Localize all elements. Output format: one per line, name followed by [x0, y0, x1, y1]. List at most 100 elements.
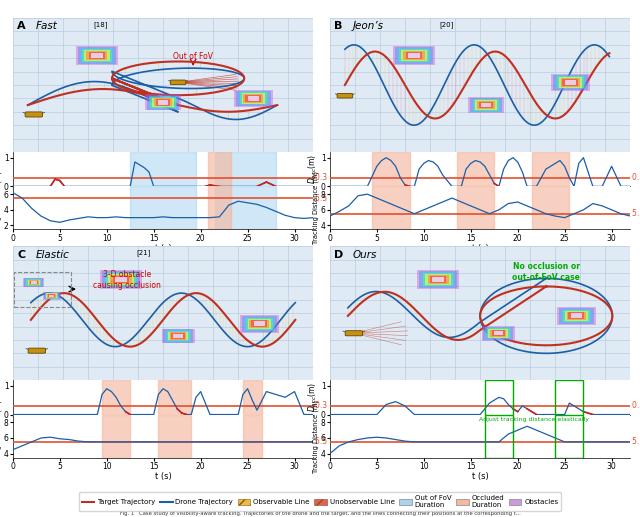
Bar — [252, 321, 267, 327]
Bar — [421, 272, 455, 287]
Bar — [254, 322, 265, 326]
Bar — [479, 102, 493, 108]
Bar — [557, 307, 596, 325]
Bar — [145, 95, 181, 111]
Bar — [408, 53, 420, 58]
Bar — [102, 415, 130, 458]
FancyBboxPatch shape — [170, 80, 186, 85]
Bar — [564, 311, 588, 321]
Text: Ours: Ours — [353, 250, 377, 260]
FancyBboxPatch shape — [25, 112, 42, 117]
Y-axis label: Tracking Distance (m): Tracking Distance (m) — [0, 171, 3, 245]
Bar — [477, 101, 495, 109]
Bar — [152, 98, 174, 107]
Bar — [393, 46, 435, 65]
Bar — [168, 331, 188, 340]
Bar — [419, 271, 457, 288]
Text: [18]: [18] — [93, 21, 108, 28]
Text: 3-D obstacle
causing occlusion: 3-D obstacle causing occlusion — [93, 270, 161, 290]
Bar — [43, 292, 61, 300]
Y-axis label: Tracking Distance (m): Tracking Distance (m) — [313, 400, 319, 473]
FancyBboxPatch shape — [28, 348, 45, 353]
Text: Adjust tracking distance elastically: Adjust tracking distance elastically — [479, 417, 589, 422]
Bar — [492, 330, 505, 336]
Bar — [568, 312, 584, 320]
Bar — [395, 47, 433, 64]
Bar — [432, 277, 444, 282]
Text: 5.5 m: 5.5 m — [632, 209, 640, 218]
Bar — [31, 281, 36, 284]
Bar — [481, 103, 491, 108]
Bar — [130, 152, 196, 186]
Bar — [551, 73, 590, 91]
Bar — [115, 277, 127, 282]
Bar — [158, 380, 191, 415]
Bar — [485, 327, 511, 339]
Bar — [28, 280, 40, 285]
Bar — [47, 293, 57, 298]
Bar — [476, 100, 497, 110]
Bar — [483, 327, 513, 340]
Bar — [208, 152, 230, 186]
Bar — [102, 271, 140, 288]
Bar — [246, 318, 273, 330]
Bar — [111, 275, 131, 284]
Bar — [428, 275, 449, 284]
Text: 0.3 m: 0.3 m — [632, 401, 640, 410]
Bar — [485, 415, 513, 458]
Bar — [250, 320, 269, 328]
Bar — [156, 99, 170, 105]
Y-axis label: $D_{occ}$(m): $D_{occ}$(m) — [307, 154, 319, 184]
Bar — [215, 152, 276, 186]
Bar — [242, 316, 277, 332]
Bar — [566, 312, 586, 320]
Bar — [553, 74, 588, 90]
Bar — [23, 278, 44, 287]
FancyBboxPatch shape — [345, 331, 363, 336]
Text: 0.3 m: 0.3 m — [316, 173, 337, 183]
Text: B: B — [334, 21, 343, 32]
Bar — [158, 415, 191, 458]
X-axis label: t (s): t (s) — [155, 472, 172, 481]
Bar — [532, 152, 570, 186]
Bar — [45, 293, 58, 299]
Text: Fast: Fast — [35, 21, 57, 32]
Bar — [532, 186, 570, 230]
Bar — [486, 328, 509, 339]
Bar — [417, 270, 459, 289]
Bar — [485, 380, 513, 415]
Bar — [86, 51, 108, 60]
Bar — [457, 152, 494, 186]
Bar — [244, 317, 275, 331]
Bar — [241, 93, 265, 103]
Bar — [170, 332, 186, 340]
Bar — [248, 318, 271, 329]
Bar — [423, 273, 452, 286]
Bar — [150, 97, 176, 108]
Bar — [482, 326, 515, 341]
Bar — [372, 152, 410, 186]
Bar — [240, 315, 279, 332]
Bar — [559, 308, 594, 324]
Bar — [237, 92, 269, 105]
Bar — [563, 79, 578, 86]
Bar — [82, 49, 111, 62]
Bar — [113, 276, 129, 283]
Bar — [555, 75, 586, 89]
Bar — [457, 186, 494, 230]
Bar — [165, 330, 191, 342]
Bar — [163, 329, 193, 343]
Bar — [399, 49, 429, 62]
Bar — [236, 90, 271, 106]
Bar — [561, 309, 592, 323]
Bar — [493, 331, 503, 336]
Y-axis label: $D_{occ}$(m): $D_{occ}$(m) — [0, 382, 3, 413]
Bar — [245, 95, 261, 102]
Text: Jeon’s: Jeon’s — [353, 21, 383, 32]
Bar — [556, 380, 584, 415]
Text: C: C — [17, 250, 26, 260]
Y-axis label: Tracking Distance (m): Tracking Distance (m) — [0, 400, 3, 473]
Text: 5.5 m: 5.5 m — [632, 437, 640, 446]
Text: [20]: [20] — [439, 21, 453, 28]
Text: D: D — [334, 250, 344, 260]
